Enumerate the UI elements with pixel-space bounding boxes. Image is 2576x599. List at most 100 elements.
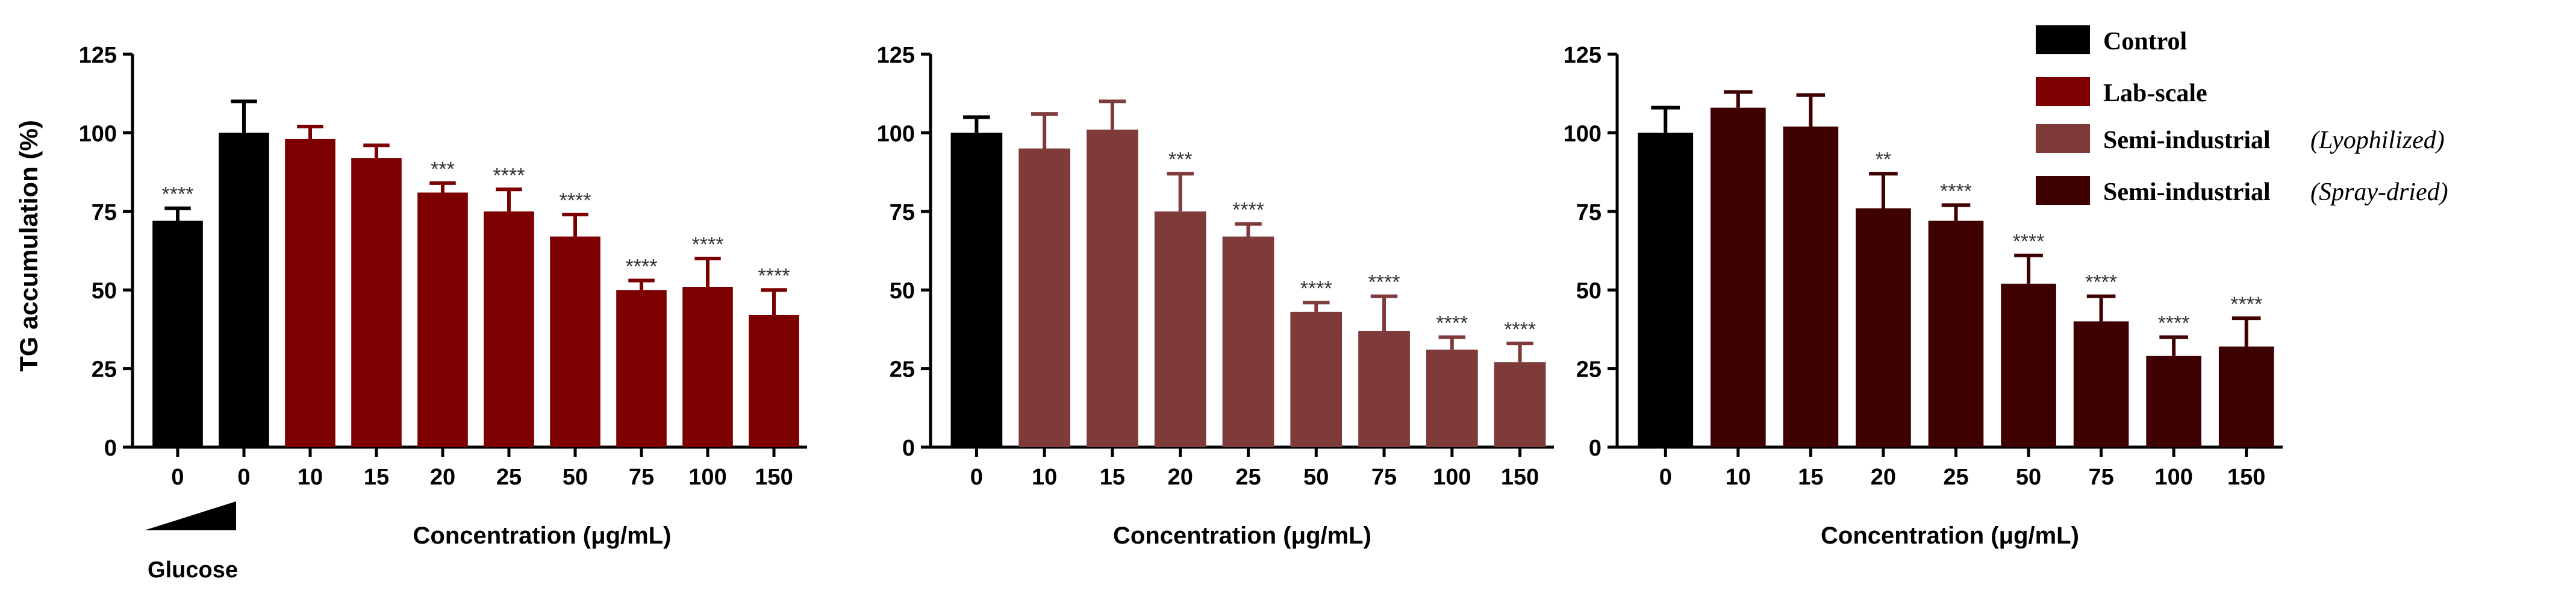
significance-label: **** bbox=[692, 233, 724, 256]
legend-swatch-semi-spray-dried bbox=[2036, 176, 2090, 205]
bar bbox=[1494, 362, 1546, 447]
bar bbox=[682, 286, 733, 447]
significance-label: ** bbox=[1876, 148, 1891, 171]
bar bbox=[1638, 133, 1694, 447]
bar bbox=[1222, 236, 1274, 447]
x-tick-label: 100 bbox=[2154, 465, 2192, 490]
bar bbox=[152, 221, 203, 447]
x-tick-label: 75 bbox=[629, 465, 654, 490]
significance-label: *** bbox=[1168, 148, 1193, 171]
x-tick-label: 150 bbox=[2227, 465, 2265, 490]
significance-label: **** bbox=[1940, 180, 1972, 202]
bar bbox=[1783, 126, 1839, 447]
bar bbox=[417, 192, 468, 447]
significance-label: **** bbox=[1368, 271, 1400, 294]
significance-label: **** bbox=[1436, 312, 1468, 334]
bar bbox=[2146, 356, 2201, 447]
x-tick-label: 0 bbox=[237, 465, 250, 490]
y-tick-label: 75 bbox=[890, 200, 915, 225]
x-tick-label: 20 bbox=[1168, 465, 1193, 490]
y-tick-label: 50 bbox=[1576, 278, 1601, 304]
y-tick-label: 125 bbox=[1564, 43, 1601, 68]
significance-label: **** bbox=[758, 265, 790, 287]
bar bbox=[1018, 148, 1071, 448]
x-axis-title: Concentration (μg/mL) bbox=[1821, 522, 2079, 549]
significance-label: *** bbox=[431, 158, 455, 181]
x-tick-label: 150 bbox=[1501, 465, 1539, 490]
bar bbox=[2001, 283, 2056, 447]
x-tick-label: 20 bbox=[1871, 465, 1896, 490]
legend-suffix-lyophilized: (Lyophilized) bbox=[2310, 127, 2445, 154]
x-tick-label: 15 bbox=[1798, 465, 1823, 490]
significance-label: **** bbox=[162, 183, 194, 206]
y-tick-label: 125 bbox=[877, 43, 915, 68]
x-tick-label: 15 bbox=[364, 465, 389, 490]
legend-label-semi-lyophilized: Semi-industrial bbox=[2103, 127, 2271, 154]
bar bbox=[351, 158, 402, 447]
x-tick-label: 50 bbox=[2016, 465, 2041, 490]
x-tick-label: 10 bbox=[1032, 465, 1057, 490]
x-tick-label: 20 bbox=[430, 465, 455, 490]
bar bbox=[219, 133, 269, 447]
y-tick-label: 25 bbox=[890, 357, 915, 383]
y-tick-label: 75 bbox=[92, 200, 117, 225]
significance-label: **** bbox=[1232, 199, 1264, 222]
x-tick-label: 10 bbox=[1726, 465, 1751, 490]
panel-2: 0 25 50 75 100 125 0 10 15 *** 20 **** 25 **** 50 **** 7… bbox=[877, 43, 1554, 549]
y-tick-label: 100 bbox=[1564, 121, 1601, 146]
bar bbox=[749, 315, 799, 447]
y-tick-label: 25 bbox=[1576, 357, 1601, 383]
bar bbox=[1426, 350, 1478, 447]
legend-label-semi-spray-dried: Semi-industrial bbox=[2103, 178, 2271, 206]
y-tick-label: 50 bbox=[890, 278, 915, 304]
bar bbox=[1856, 208, 1911, 447]
significance-label: **** bbox=[560, 189, 591, 212]
panel-1: 0 25 50 75 100 125 **** 0 0 10 15 *** 20 **** 25 **** 50… bbox=[79, 43, 807, 549]
bar bbox=[285, 139, 335, 447]
bar bbox=[550, 236, 600, 447]
bar bbox=[616, 290, 667, 447]
x-tick-label: 100 bbox=[1433, 465, 1471, 490]
x-tick-label: 50 bbox=[563, 465, 588, 490]
bar bbox=[1928, 221, 1984, 447]
bar bbox=[1087, 130, 1138, 447]
glucose-gradient-triangle bbox=[145, 501, 236, 530]
bar bbox=[1290, 312, 1343, 447]
y-tick-label: 50 bbox=[92, 278, 117, 304]
significance-label: **** bbox=[2085, 271, 2117, 294]
bar bbox=[2073, 321, 2129, 447]
significance-label: **** bbox=[493, 164, 525, 187]
significance-label: **** bbox=[626, 256, 658, 278]
y-tick-label: 125 bbox=[79, 43, 117, 68]
y-tick-label: 0 bbox=[1589, 436, 1601, 461]
y-tick-label: 75 bbox=[1576, 200, 1601, 225]
x-tick-label: 0 bbox=[1659, 465, 1672, 490]
legend-suffix-spray-dried: (Spray-dried) bbox=[2310, 178, 2448, 206]
y-tick-label: 25 bbox=[92, 357, 117, 383]
legend-label-control: Control bbox=[2103, 28, 2187, 55]
x-tick-label: 75 bbox=[2088, 465, 2113, 490]
bar bbox=[484, 211, 534, 447]
x-tick-label: 25 bbox=[1235, 465, 1261, 490]
significance-label: **** bbox=[2158, 312, 2190, 334]
bar bbox=[1711, 107, 1766, 447]
x-tick-label: 0 bbox=[171, 465, 184, 490]
legend-swatch-lab-scale bbox=[2036, 77, 2090, 106]
significance-label: **** bbox=[1300, 277, 1332, 300]
legend: Control Lab-scale Semi-industrial (Lyoph… bbox=[2036, 25, 2448, 206]
y-tick-label: 0 bbox=[902, 436, 915, 461]
x-tick-label: 0 bbox=[970, 465, 983, 490]
y-tick-label: 100 bbox=[877, 121, 915, 146]
glucose-label: Glucose bbox=[148, 557, 238, 583]
significance-label: **** bbox=[2013, 230, 2045, 253]
bar bbox=[1358, 331, 1410, 447]
bar bbox=[2218, 347, 2274, 447]
bar bbox=[950, 133, 1003, 447]
y-axis-title: TG accumulation (%) bbox=[14, 120, 43, 372]
x-tick-label: 100 bbox=[688, 465, 726, 490]
x-axis-title: Concentration (μg/mL) bbox=[1113, 522, 1371, 549]
panel-3: 0 25 50 75 100 125 0 10 15 ** 20 **** 25 **** 50 **** 75… bbox=[1564, 43, 2283, 549]
x-tick-label: 25 bbox=[1943, 465, 1968, 490]
y-tick-label: 0 bbox=[104, 436, 117, 461]
